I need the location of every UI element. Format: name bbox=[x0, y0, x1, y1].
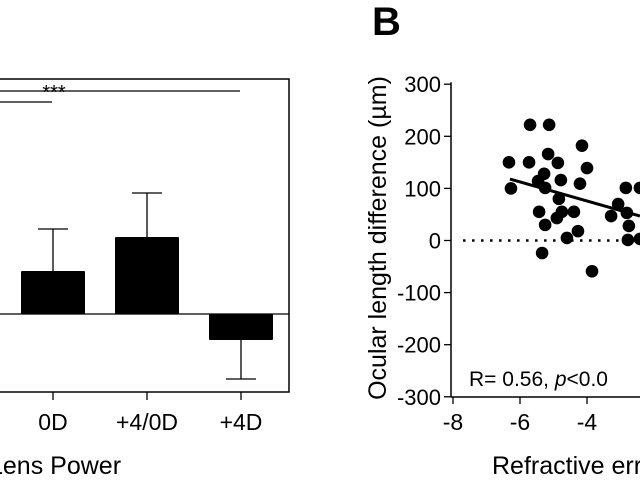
data-point bbox=[633, 232, 640, 246]
data-point bbox=[532, 205, 546, 219]
x-tick-label: +4/0D bbox=[116, 409, 178, 435]
x-tick-label: -8 bbox=[443, 409, 463, 435]
data-point bbox=[542, 118, 556, 132]
x-axis-label: Refractive error bbox=[492, 452, 640, 480]
bar bbox=[21, 271, 85, 314]
data-point bbox=[571, 224, 585, 238]
data-point bbox=[541, 147, 555, 161]
data-point bbox=[538, 218, 552, 232]
panel-label: B bbox=[372, 0, 401, 44]
data-point bbox=[585, 264, 599, 278]
bar bbox=[209, 314, 273, 340]
scatter-chart-panel: B 300 200 100 0 -100 -200 -300-8 -6 -4 Refractive … bbox=[364, 0, 640, 480]
x-axis-label: Lens Power bbox=[0, 452, 121, 480]
data-point bbox=[552, 192, 566, 206]
x-tick-label: -6 bbox=[510, 409, 530, 435]
data-point bbox=[619, 181, 633, 195]
y-axis-label: Ocular length difference (µm) bbox=[364, 76, 392, 400]
x-tick-label: 0D bbox=[38, 409, 67, 435]
plot-frame bbox=[0, 78, 290, 393]
r-value: R= 0.56, bbox=[469, 368, 555, 391]
data-point bbox=[523, 118, 537, 132]
data-point bbox=[502, 156, 516, 169]
data-point bbox=[550, 211, 564, 225]
data-point bbox=[567, 205, 581, 219]
data-point bbox=[580, 161, 594, 175]
data-point bbox=[621, 233, 635, 247]
data-point bbox=[537, 167, 551, 181]
data-point bbox=[575, 139, 589, 152]
bar bbox=[115, 237, 179, 314]
x-tick-label: +4D bbox=[220, 409, 263, 435]
correlation-annotation: R= 0.56, p<0.0 bbox=[469, 368, 608, 391]
data-point bbox=[622, 219, 636, 233]
data-point bbox=[611, 197, 625, 211]
y-tick-label: 200 bbox=[404, 124, 441, 149]
data-point bbox=[554, 173, 568, 187]
y-tick-label: 0 bbox=[429, 229, 441, 254]
p-symbol: p bbox=[554, 368, 567, 391]
y-tick-label: 300 bbox=[404, 72, 441, 97]
y-tick-label: 100 bbox=[404, 176, 441, 201]
data-point bbox=[551, 156, 565, 170]
p-value: <0.0 bbox=[567, 368, 608, 391]
y-tick-label: -200 bbox=[397, 333, 441, 358]
y-tick-label: -300 bbox=[397, 385, 441, 410]
significance-label: *** bbox=[42, 82, 66, 104]
data-point bbox=[604, 209, 618, 223]
y-tick-label: -100 bbox=[397, 281, 441, 306]
bar-chart-panel: 0D +4/0D +4D *** Lens Power bbox=[0, 78, 290, 480]
data-point bbox=[535, 246, 549, 260]
data-point bbox=[573, 177, 587, 191]
x-tick-label: -4 bbox=[577, 409, 598, 435]
data-point bbox=[522, 156, 536, 169]
data-point bbox=[560, 231, 574, 245]
data-point bbox=[504, 182, 518, 195]
data-point bbox=[633, 181, 640, 195]
regression-line bbox=[509, 177, 640, 218]
